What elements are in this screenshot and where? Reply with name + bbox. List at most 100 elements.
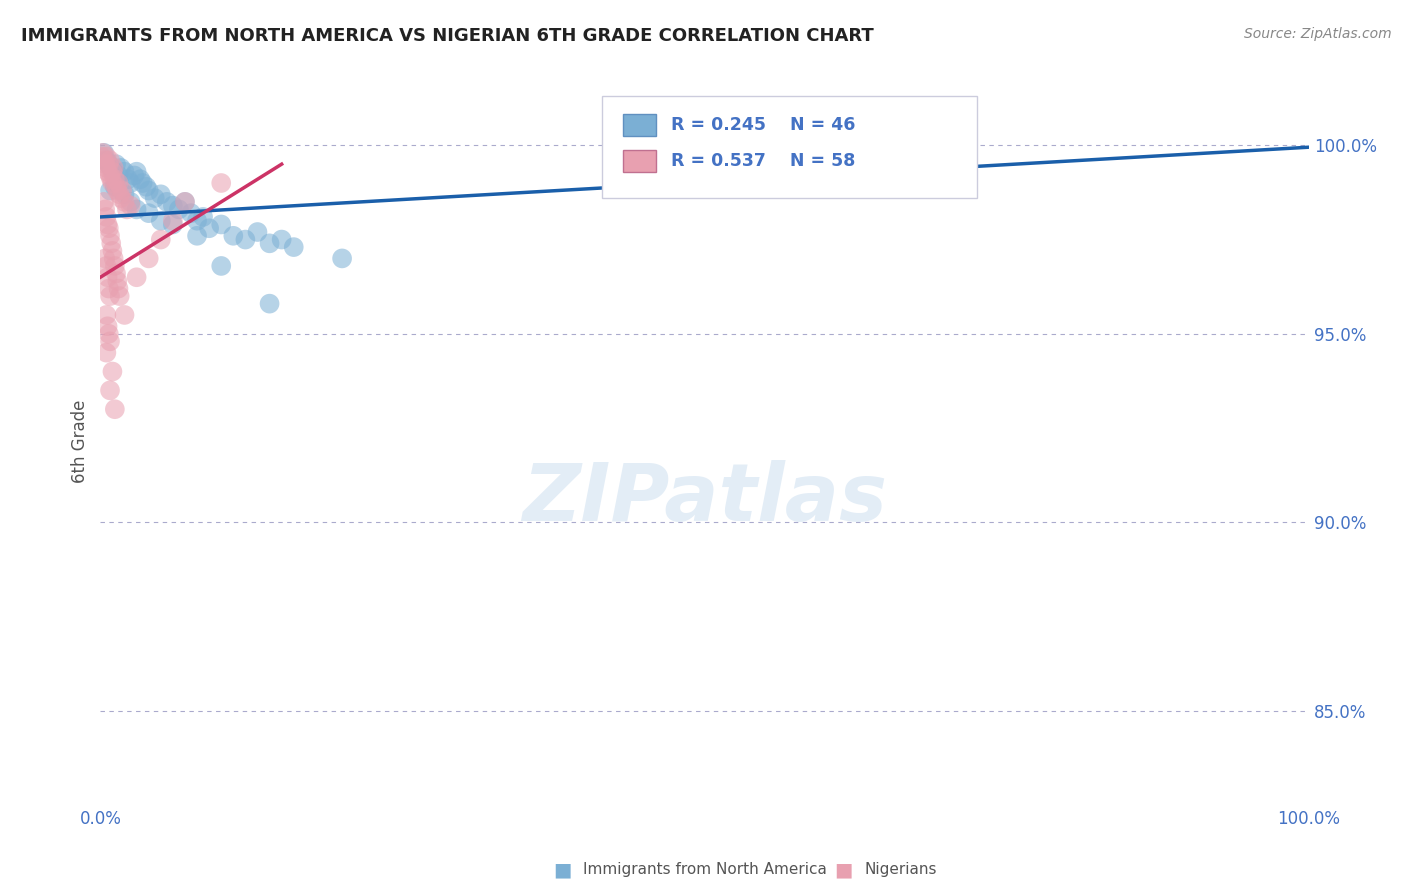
Point [101, 364, 124, 378]
Point [125, 164, 148, 178]
Point [93, 145, 115, 160]
Text: ■: ■ [834, 860, 853, 880]
Text: Source: ZipAtlas.com: Source: ZipAtlas.com [1244, 27, 1392, 41]
Point [103, 164, 125, 178]
Point [105, 157, 128, 171]
Point [162, 218, 184, 232]
Text: R = 0.537    N = 58: R = 0.537 N = 58 [671, 153, 855, 170]
Point [191, 210, 214, 224]
Point [98, 153, 121, 168]
Point [110, 161, 132, 175]
Point [174, 194, 197, 209]
Point [114, 164, 136, 178]
Point [97, 319, 120, 334]
Point [94, 202, 117, 217]
FancyBboxPatch shape [602, 95, 977, 197]
Point [120, 194, 142, 209]
Point [114, 187, 136, 202]
Point [98, 334, 121, 349]
Point [97, 157, 120, 171]
Point [103, 252, 125, 266]
Point [107, 282, 129, 296]
Point [96, 308, 118, 322]
Point [98, 228, 121, 243]
Point [97, 282, 120, 296]
Point [101, 164, 124, 178]
Point [330, 252, 353, 266]
Point [107, 176, 129, 190]
Point [270, 233, 292, 247]
Point [90, 150, 112, 164]
Point [235, 233, 257, 247]
Text: IMMIGRANTS FROM NORTH AMERICA VS NIGERIAN 6TH GRADE CORRELATION CHART: IMMIGRANTS FROM NORTH AMERICA VS NIGERIA… [21, 27, 875, 45]
Point [98, 384, 121, 398]
Point [149, 213, 172, 227]
Point [114, 308, 136, 322]
Point [97, 221, 120, 235]
Point [97, 326, 120, 341]
Text: ZIPatlas: ZIPatlas [522, 460, 887, 539]
Point [98, 184, 121, 198]
Point [209, 218, 232, 232]
Point [101, 244, 124, 258]
Point [149, 233, 172, 247]
Point [100, 236, 122, 251]
Text: Nigerians: Nigerians [865, 863, 938, 877]
Point [125, 202, 148, 217]
FancyBboxPatch shape [623, 150, 657, 172]
Point [135, 179, 157, 194]
Point [156, 194, 179, 209]
Point [209, 176, 232, 190]
Point [180, 206, 202, 220]
Point [93, 153, 115, 168]
Point [246, 225, 269, 239]
Point [222, 228, 245, 243]
Point [104, 259, 127, 273]
Point [143, 191, 166, 205]
Point [120, 199, 142, 213]
FancyBboxPatch shape [623, 114, 657, 136]
Point [104, 402, 127, 417]
Point [94, 252, 117, 266]
Y-axis label: 6th Grade: 6th Grade [72, 400, 89, 483]
Point [167, 202, 190, 217]
Point [111, 184, 134, 198]
Point [94, 157, 117, 171]
Point [105, 267, 128, 281]
Text: R = 0.245    N = 46: R = 0.245 N = 46 [671, 116, 855, 134]
Point [162, 213, 184, 227]
Point [97, 157, 120, 171]
Point [93, 194, 115, 209]
Point [107, 169, 129, 183]
Point [129, 172, 152, 186]
Point [100, 161, 122, 175]
Point [138, 252, 160, 266]
Point [100, 172, 122, 186]
Point [97, 218, 120, 232]
Point [114, 194, 136, 209]
Point [174, 194, 197, 209]
Point [186, 213, 208, 227]
Point [259, 236, 281, 251]
Point [96, 161, 118, 175]
Point [96, 210, 118, 224]
Point [125, 270, 148, 285]
Point [91, 145, 114, 160]
Point [131, 176, 153, 190]
Point [122, 169, 145, 183]
Point [97, 164, 120, 178]
Point [96, 150, 118, 164]
Point [101, 176, 124, 190]
Point [98, 169, 121, 183]
Point [108, 289, 131, 303]
Point [138, 206, 160, 220]
Point [96, 259, 118, 273]
Point [103, 161, 125, 175]
Point [105, 184, 128, 198]
Point [283, 240, 305, 254]
Point [259, 296, 281, 310]
Point [96, 345, 118, 359]
Point [97, 270, 120, 285]
Text: Immigrants from North America: Immigrants from North America [583, 863, 827, 877]
Point [108, 187, 131, 202]
